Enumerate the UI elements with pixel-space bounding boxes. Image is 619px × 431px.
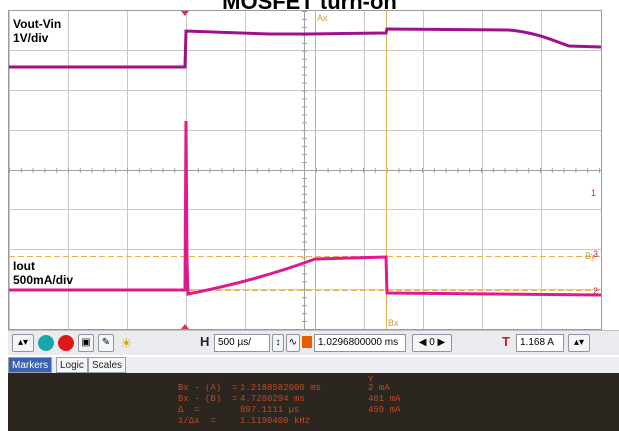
ch1-offset-marker[interactable]: 1: [591, 188, 597, 198]
ch1-label: Vout-Vin 1V/div: [13, 17, 61, 45]
stop-record-icon[interactable]: [58, 335, 74, 351]
marker-row-value: 459 mA: [368, 405, 401, 415]
marker-row-time: 4.7280294 ms: [240, 394, 305, 404]
tab-logic[interactable]: Logic: [56, 357, 88, 373]
marker-row-time: 897.1111 µs: [240, 405, 300, 415]
control-toolbar: ▴▾ ▣ ✎ ☀ H 500 µs/ ↕ ∿ 1.0296800000 ms ◀…: [8, 330, 619, 355]
trigger-level-field[interactable]: 1.168 A: [516, 334, 564, 352]
axis-ticks: [9, 11, 600, 323]
trigger-level-spinner[interactable]: ▴▾: [568, 334, 590, 352]
position-marker-icon: [302, 336, 312, 348]
marker-ax-label: Ax: [317, 13, 328, 23]
position-step-value: 0: [429, 337, 435, 348]
ch2-offset-marker[interactable]: 2: [593, 286, 599, 296]
tab-scales[interactable]: Scales: [88, 357, 127, 373]
marker-row-label: Δ =: [178, 405, 200, 415]
ch1-trace: [9, 27, 601, 69]
trigger-position-marker[interactable]: [181, 11, 189, 16]
ch2-scale: 500mA/div: [13, 273, 74, 287]
trigger-label: T: [502, 334, 510, 349]
marker-row-value: 461 mA: [368, 394, 401, 404]
markers-panel: Y Bx - (A) = 1.2188582000 ms 2 mA Bx - (B) …: [8, 373, 619, 431]
trigger-position-marker-bottom[interactable]: [181, 324, 189, 329]
marker-row-time: 1.2188582000 ms: [240, 383, 322, 393]
marker-bx-label: Bx: [388, 318, 399, 328]
marker-by-label: By: [585, 251, 596, 261]
ch1-name: Vout-Vin: [13, 17, 62, 31]
waveform-canvas: [9, 11, 601, 329]
position-stepper[interactable]: ◀ 0 ▶: [412, 334, 452, 352]
marker-row-label: 1/Δx =: [178, 416, 216, 426]
trigger-mode-spinner[interactable]: ▴▾: [12, 334, 34, 352]
single-shot-icon[interactable]: ▣: [78, 334, 94, 352]
marker-column-header: Y: [368, 375, 374, 385]
waveform-shape-icon[interactable]: ∿: [286, 334, 300, 352]
scope-display[interactable]: Vout-Vin 1V/div Iout 500mA/div Ax Bx By …: [8, 10, 602, 330]
brightness-icon[interactable]: ☀: [120, 335, 133, 351]
marker-row-time: 1.1190400 kHz: [240, 416, 311, 426]
ch2-name: Iout: [13, 259, 35, 273]
marker-row-value: 2 mA: [368, 383, 390, 393]
ch2-label: Iout 500mA/div: [13, 259, 73, 287]
ch1-scale: 1V/div: [13, 31, 49, 45]
timebase-field[interactable]: 500 µs/: [214, 334, 270, 352]
fine-adjust-icon[interactable]: ↕: [272, 334, 284, 352]
ch2-trace: [9, 120, 601, 297]
panel-tabs: Markers Logic Scales: [8, 357, 619, 373]
ch3-offset-marker[interactable]: 3: [593, 249, 599, 259]
probe-icon[interactable]: ✎: [98, 334, 114, 352]
horizontal-position-field[interactable]: 1.0296800000 ms: [314, 334, 406, 352]
marker-row-label: Bx - (B) =: [178, 394, 238, 404]
marker-row-label: Bx - (A) =: [178, 383, 238, 393]
run-icon[interactable]: [38, 335, 54, 351]
tab-markers[interactable]: Markers: [8, 357, 53, 373]
horizontal-label: H: [200, 334, 210, 349]
